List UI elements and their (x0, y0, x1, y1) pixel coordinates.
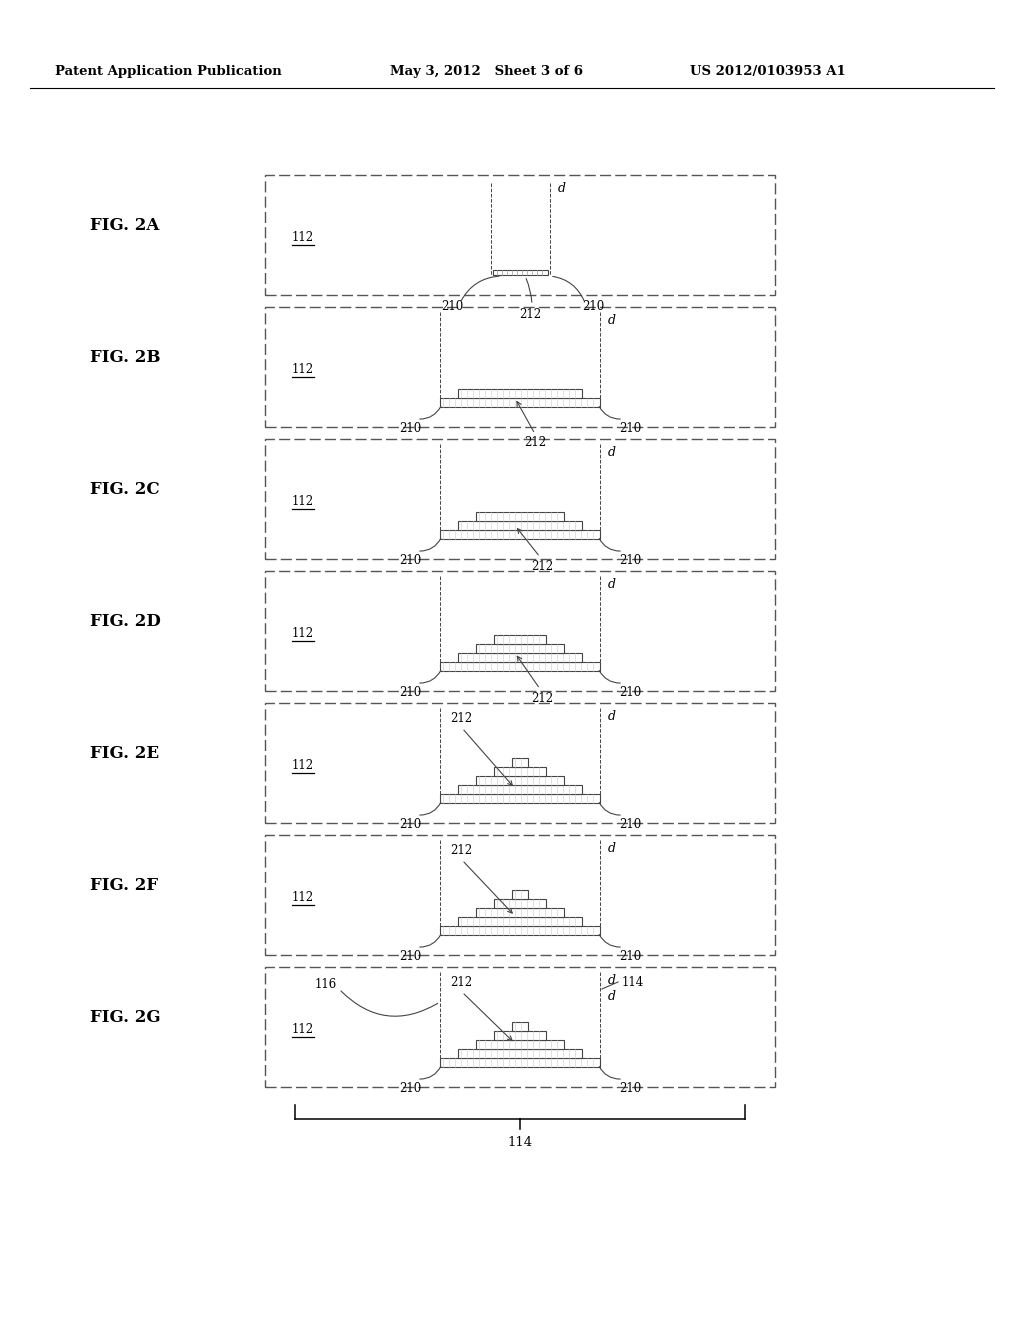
Bar (440, 927, 600, 935)
Text: FIG. 2A: FIG. 2A (90, 216, 160, 234)
Bar (265, 572, 775, 690)
Text: d: d (608, 842, 616, 854)
Bar (440, 663, 600, 671)
Text: 212: 212 (450, 975, 472, 989)
Text: 210: 210 (618, 1082, 641, 1096)
Bar (476, 776, 564, 785)
Text: 210: 210 (399, 686, 421, 700)
Text: 210: 210 (399, 950, 421, 964)
Text: d: d (608, 710, 616, 722)
Text: 212: 212 (524, 437, 546, 450)
Text: d: d (608, 578, 616, 590)
Text: 212: 212 (450, 843, 472, 857)
Bar (265, 440, 775, 558)
Bar (440, 399, 600, 407)
Bar (458, 389, 582, 399)
Text: Patent Application Publication: Patent Application Publication (55, 66, 282, 78)
Bar (265, 836, 775, 954)
Bar (512, 1022, 528, 1031)
Text: 114: 114 (622, 975, 644, 989)
Text: d: d (608, 990, 616, 1003)
Text: May 3, 2012   Sheet 3 of 6: May 3, 2012 Sheet 3 of 6 (390, 66, 583, 78)
Text: 212: 212 (530, 692, 553, 705)
Text: 210: 210 (399, 554, 421, 568)
Text: 112: 112 (292, 495, 314, 508)
Text: 210: 210 (582, 301, 604, 314)
Bar (458, 653, 582, 663)
Text: FIG. 2C: FIG. 2C (90, 480, 160, 498)
Text: 210: 210 (399, 422, 421, 436)
Text: FIG. 2B: FIG. 2B (90, 348, 161, 366)
Text: 112: 112 (292, 891, 314, 904)
Bar (494, 1031, 546, 1040)
Text: FIG. 2G: FIG. 2G (90, 1008, 161, 1026)
Bar (494, 767, 546, 776)
Text: 210: 210 (618, 422, 641, 436)
Bar (476, 1040, 564, 1049)
Text: 210: 210 (399, 818, 421, 832)
Bar (458, 917, 582, 927)
Text: 112: 112 (292, 627, 314, 640)
Bar (440, 1059, 600, 1067)
Text: 114: 114 (508, 1135, 532, 1148)
Text: 210: 210 (399, 1082, 421, 1096)
Text: FIG. 2D: FIG. 2D (90, 612, 161, 630)
Text: 212: 212 (519, 309, 541, 322)
Bar (493, 271, 548, 275)
Bar (512, 758, 528, 767)
Text: 210: 210 (441, 301, 463, 314)
Bar (458, 1049, 582, 1059)
Text: 210: 210 (618, 686, 641, 700)
Text: d: d (608, 314, 616, 326)
Bar (265, 176, 775, 294)
Bar (440, 531, 600, 539)
Bar (265, 308, 775, 426)
Bar (476, 644, 564, 653)
Text: d: d (557, 181, 565, 194)
Bar (494, 899, 546, 908)
Bar (265, 968, 775, 1086)
Bar (476, 512, 564, 521)
Bar (265, 704, 775, 822)
Text: FIG. 2F: FIG. 2F (90, 876, 158, 894)
Bar (512, 890, 528, 899)
Text: 112: 112 (292, 1023, 314, 1036)
Bar (440, 795, 600, 803)
Text: d: d (608, 446, 616, 458)
Text: 210: 210 (618, 950, 641, 964)
Text: 112: 112 (292, 759, 314, 772)
Bar (494, 635, 546, 644)
Text: 112: 112 (292, 363, 314, 376)
Bar (476, 908, 564, 917)
Text: 210: 210 (618, 818, 641, 832)
Text: 212: 212 (450, 711, 472, 725)
Text: FIG. 2E: FIG. 2E (90, 744, 159, 762)
Text: US 2012/0103953 A1: US 2012/0103953 A1 (690, 66, 846, 78)
Bar (458, 785, 582, 795)
Bar (458, 521, 582, 531)
Text: 212: 212 (530, 560, 553, 573)
Text: d: d (608, 974, 616, 986)
Text: 112: 112 (292, 231, 314, 244)
Text: 210: 210 (618, 554, 641, 568)
Text: 116: 116 (314, 978, 337, 991)
